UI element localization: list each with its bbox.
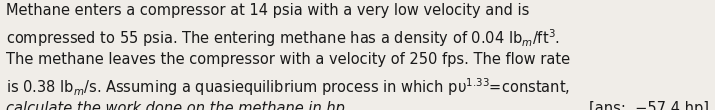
Text: compressed to 55 psia. The entering methane has a density of 0.04 lb$_{m}$/ft$^{: compressed to 55 psia. The entering meth… [6, 28, 560, 49]
Text: [ans:  −57.4 hp]: [ans: −57.4 hp] [589, 101, 709, 110]
Text: is 0.38 lb$_{m}$/s. Assuming a quasiequilibrium process in which pυ$^{1.33}$=con: is 0.38 lb$_{m}$/s. Assuming a quasiequi… [6, 76, 570, 98]
Text: Methane enters a compressor at 14 psia with a very low velocity and is: Methane enters a compressor at 14 psia w… [6, 3, 529, 18]
Text: calculate the work done on the methane in hp.: calculate the work done on the methane i… [6, 101, 349, 110]
Text: The methane leaves the compressor with a velocity of 250 fps. The flow rate: The methane leaves the compressor with a… [6, 52, 570, 67]
